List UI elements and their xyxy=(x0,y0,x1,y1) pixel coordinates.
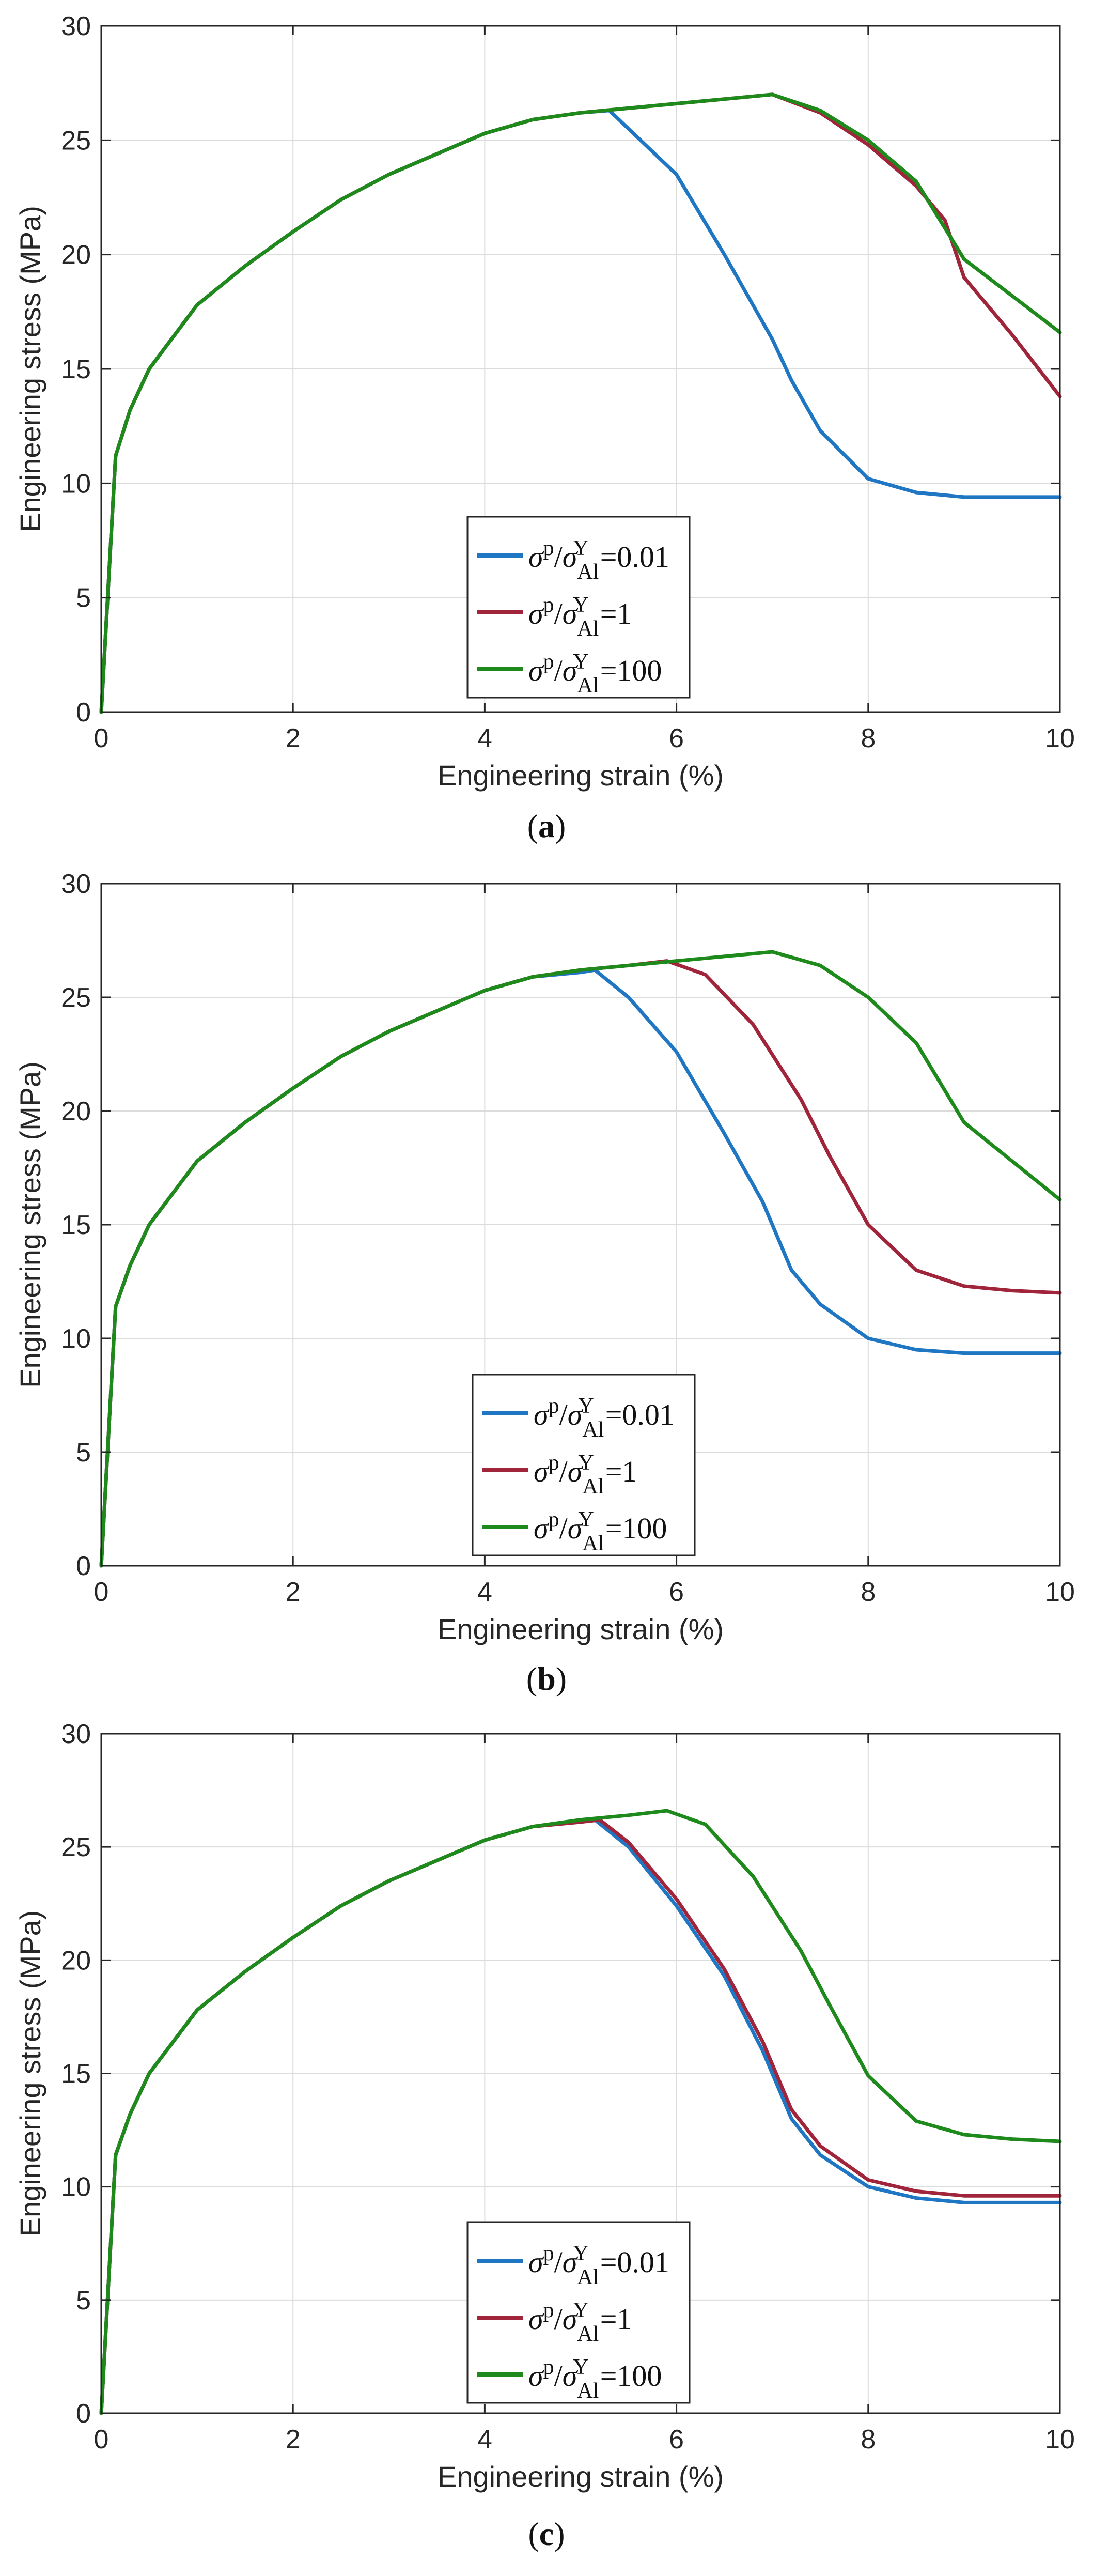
chart-panel-b: 0 2 4 6 8 10 0 5 10 15 20 25 30 Engineering strain (%… xyxy=(14,869,1075,1697)
x-axis-label: Engineering strain (%) xyxy=(438,1613,724,1645)
y-tick-label: 10 xyxy=(61,1324,91,1354)
y-tick-label: 30 xyxy=(61,1719,91,1749)
x-tick-label: 2 xyxy=(286,723,301,753)
x-tick-label: 0 xyxy=(94,2425,109,2455)
x-tick-label: 2 xyxy=(286,2425,301,2455)
x-tick-label: 10 xyxy=(1045,2425,1075,2455)
legend-label: σp/σAlY =1 xyxy=(534,1451,637,1499)
panel-caption: (c) xyxy=(528,2516,565,2552)
legend: σp/σAlY =0.01 σp/σAlY =1 σp/σAlY =100 xyxy=(472,1374,696,1556)
panel-caption: (a) xyxy=(527,808,566,844)
y-tick-label: 30 xyxy=(61,11,91,41)
legend-label: σp/σAlY =0.01 xyxy=(534,1394,675,1442)
legend-label: σp/σAlY =100 xyxy=(528,2355,662,2403)
y-tick-label: 5 xyxy=(76,2286,91,2316)
y-tick-label: 15 xyxy=(61,2059,91,2089)
x-tick-label: 6 xyxy=(669,2425,684,2455)
legend: σp/σAlY =0.01 σp/σAlY =1 σp/σAlY =100 xyxy=(466,516,691,699)
legend-label: σp/σAlY =1 xyxy=(528,593,632,641)
x-tick-label: 6 xyxy=(669,723,684,753)
x-axis-label: Engineering strain (%) xyxy=(438,2460,724,2493)
y-tick-label: 25 xyxy=(61,983,91,1013)
y-tick-label: 25 xyxy=(61,1832,91,1862)
x-tick-label: 0 xyxy=(94,723,109,753)
y-tick-label: 20 xyxy=(61,240,91,270)
x-tick-label: 4 xyxy=(477,723,492,753)
x-tick-label: 8 xyxy=(861,2425,876,2455)
y-tick-label: 10 xyxy=(61,469,91,499)
y-tick-label: 0 xyxy=(76,698,91,728)
series-line-3 xyxy=(99,92,1062,714)
series-line-3 xyxy=(99,1809,1062,2415)
y-tick-label: 25 xyxy=(61,126,91,156)
legend-label: σp/σAlY =0.01 xyxy=(528,2242,669,2289)
y-tick-label: 0 xyxy=(76,1551,91,1581)
y-tick-label: 20 xyxy=(61,1097,91,1127)
y-tick-label: 15 xyxy=(61,354,91,384)
y-axis-label: Engineering stress (MPa) xyxy=(14,1061,46,1388)
x-tick-label: 10 xyxy=(1045,723,1075,753)
legend-label: σp/σAlY =100 xyxy=(528,650,662,698)
x-tick-label: 8 xyxy=(861,723,876,753)
legend-label: σp/σAlY =100 xyxy=(534,1508,667,1555)
y-tick-label: 20 xyxy=(61,1946,91,1976)
x-tick-label: 4 xyxy=(477,1577,492,1607)
x-tick-label: 6 xyxy=(669,1577,684,1607)
y-tick-label: 5 xyxy=(76,583,91,613)
y-axis-label: Engineering stress (MPa) xyxy=(14,206,46,532)
chart-panel-a: 0 2 4 6 8 10 0 5 10 15 20 25 30 Engineering strain (%… xyxy=(14,11,1075,844)
series-line-3 xyxy=(99,950,1062,1568)
legend-label: σp/σAlY =1 xyxy=(528,2299,632,2346)
x-tick-label: 8 xyxy=(861,1577,876,1607)
y-tick-label: 10 xyxy=(61,2172,91,2202)
x-tick-label: 2 xyxy=(286,1577,301,1607)
legend-label: σp/σAlY =0.01 xyxy=(528,536,669,584)
y-tick-label: 0 xyxy=(76,2399,91,2429)
y-tick-label: 30 xyxy=(61,869,91,899)
x-tick-label: 0 xyxy=(94,1577,109,1607)
x-tick-label: 4 xyxy=(477,2425,492,2455)
chart-panel-c: 0 2 4 6 8 10 0 5 10 15 20 25 30 Engineering strain (%… xyxy=(14,1719,1075,2552)
x-axis-label: Engineering strain (%) xyxy=(438,759,724,792)
x-tick-label: 10 xyxy=(1045,1577,1075,1607)
panel-caption: (b) xyxy=(526,1660,567,1697)
legend: σp/σAlY =0.01 σp/σAlY =1 σp/σAlY =100 xyxy=(466,2221,691,2404)
y-axis-label: Engineering stress (MPa) xyxy=(14,1910,46,2237)
y-tick-label: 5 xyxy=(76,1438,91,1468)
y-tick-label: 15 xyxy=(61,1210,91,1240)
